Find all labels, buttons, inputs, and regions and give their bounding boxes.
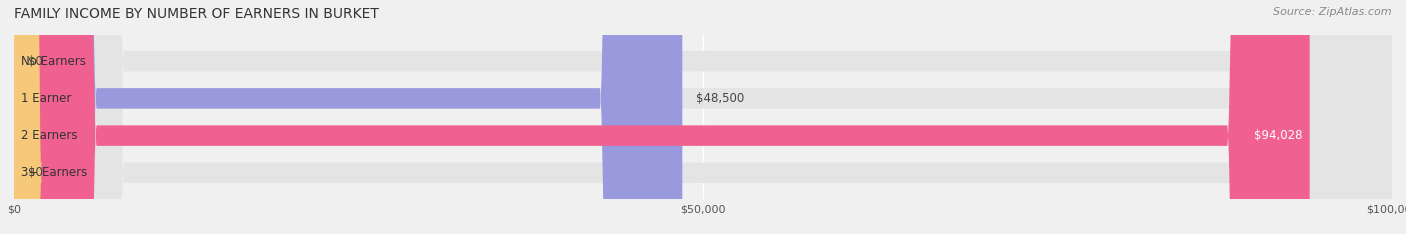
FancyBboxPatch shape xyxy=(11,0,42,234)
Text: $48,500: $48,500 xyxy=(696,92,744,105)
FancyBboxPatch shape xyxy=(11,0,42,234)
Text: 2 Earners: 2 Earners xyxy=(21,129,77,142)
FancyBboxPatch shape xyxy=(14,0,1309,234)
Text: 1 Earner: 1 Earner xyxy=(21,92,72,105)
Text: FAMILY INCOME BY NUMBER OF EARNERS IN BURKET: FAMILY INCOME BY NUMBER OF EARNERS IN BU… xyxy=(14,7,380,21)
Text: Source: ZipAtlas.com: Source: ZipAtlas.com xyxy=(1274,7,1392,17)
Text: $0: $0 xyxy=(28,55,42,68)
FancyBboxPatch shape xyxy=(14,0,1392,234)
Text: No Earners: No Earners xyxy=(21,55,86,68)
FancyBboxPatch shape xyxy=(14,0,682,234)
Text: 3+ Earners: 3+ Earners xyxy=(21,166,87,179)
FancyBboxPatch shape xyxy=(14,0,1392,234)
Text: $0: $0 xyxy=(28,166,42,179)
Text: $94,028: $94,028 xyxy=(1254,129,1303,142)
FancyBboxPatch shape xyxy=(14,0,1392,234)
FancyBboxPatch shape xyxy=(14,0,1392,234)
